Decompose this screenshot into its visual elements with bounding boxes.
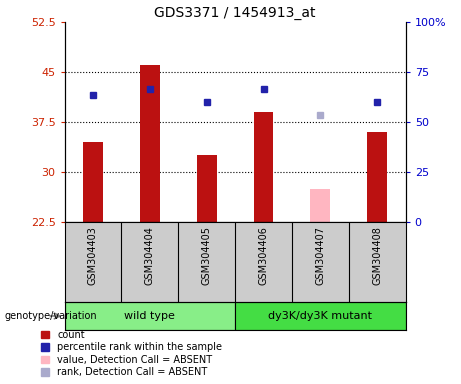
Text: dy3K/dy3K mutant: dy3K/dy3K mutant [268, 311, 372, 321]
Text: GSM304405: GSM304405 [201, 226, 212, 285]
Legend: count, percentile rank within the sample, value, Detection Call = ABSENT, rank, : count, percentile rank within the sample… [41, 330, 222, 377]
Bar [254, 112, 273, 222]
Text: GSM304407: GSM304407 [315, 226, 325, 285]
Text: GSM304406: GSM304406 [259, 226, 269, 285]
Title: GDS3371 / 1454913_at: GDS3371 / 1454913_at [154, 6, 316, 20]
Bar [310, 189, 331, 222]
Bar [197, 156, 217, 222]
Bar [367, 132, 387, 222]
Text: wild type: wild type [124, 311, 175, 321]
Bar [65, 302, 235, 330]
Text: GSM304404: GSM304404 [145, 226, 155, 285]
Bar [235, 302, 406, 330]
Bar [83, 142, 103, 222]
Bar [140, 65, 160, 222]
Text: GSM304403: GSM304403 [88, 226, 98, 285]
Text: genotype/variation: genotype/variation [5, 311, 97, 321]
Text: GSM304408: GSM304408 [372, 226, 382, 285]
